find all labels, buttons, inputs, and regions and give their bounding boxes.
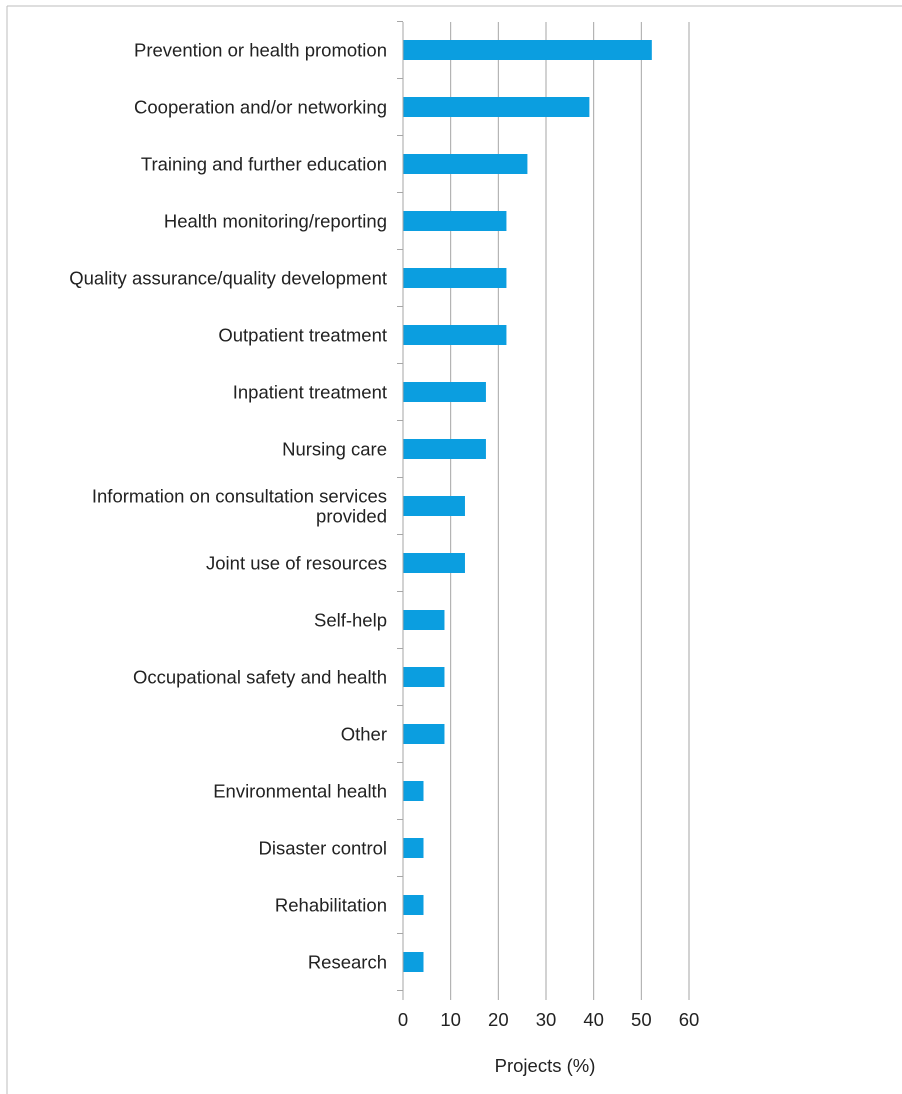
bar-12 (403, 667, 445, 687)
x-tick-labels: 0 10 20 30 40 50 60 (398, 1009, 699, 1030)
category-label: Joint use of resources (206, 553, 387, 574)
x-tick-label: 0 (398, 1009, 408, 1030)
bar-2 (403, 97, 590, 117)
category-label: Prevention or health promotion (134, 40, 387, 61)
x-tick-label: 10 (440, 1009, 461, 1030)
bar-11 (403, 610, 445, 630)
category-label: Occupational safety and health (133, 667, 387, 688)
x-tick-label: 60 (679, 1009, 700, 1030)
y-axis (397, 21, 404, 1000)
category-label: Research (308, 952, 387, 973)
category-label: Health monitoring/reporting (164, 211, 387, 232)
x-tick-label: 50 (631, 1009, 652, 1030)
bar-8 (403, 439, 486, 459)
x-tick-label: 40 (583, 1009, 604, 1030)
category-labels: Prevention or health promotion Cooperatio… (69, 40, 387, 973)
category-label: Outpatient treatment (218, 325, 387, 346)
category-label: Other (341, 724, 387, 745)
category-label: Quality assurance/quality development (69, 268, 387, 289)
bar-3 (403, 154, 528, 174)
category-label: Disaster control (258, 838, 387, 859)
chart-frame (6, 5, 902, 1094)
category-label: Inpatient treatment (233, 382, 387, 403)
bar-17 (403, 952, 424, 972)
bar-1 (403, 40, 652, 60)
bar-15 (403, 838, 424, 858)
x-tick-label: 20 (488, 1009, 509, 1030)
bar-13 (403, 724, 445, 744)
bar-5 (403, 268, 507, 288)
category-label: Information on consultation services prov… (92, 486, 387, 527)
bars (403, 40, 652, 972)
category-label: Cooperation and/or networking (134, 97, 387, 118)
bar-10 (403, 553, 465, 573)
category-label: Rehabilitation (275, 895, 387, 916)
bar-9 (403, 496, 465, 516)
category-label: Training and further education (141, 154, 387, 175)
category-label: Self-help (314, 610, 387, 631)
bar-6 (403, 325, 507, 345)
x-tick-label: 30 (536, 1009, 557, 1030)
bar-14 (403, 781, 424, 801)
bar-7 (403, 382, 486, 402)
bar-4 (403, 211, 507, 231)
category-label: Nursing care (282, 439, 387, 460)
category-label: Environmental health (213, 781, 387, 802)
bar-16 (403, 895, 424, 915)
x-axis-title: Projects (%) (495, 1055, 596, 1076)
